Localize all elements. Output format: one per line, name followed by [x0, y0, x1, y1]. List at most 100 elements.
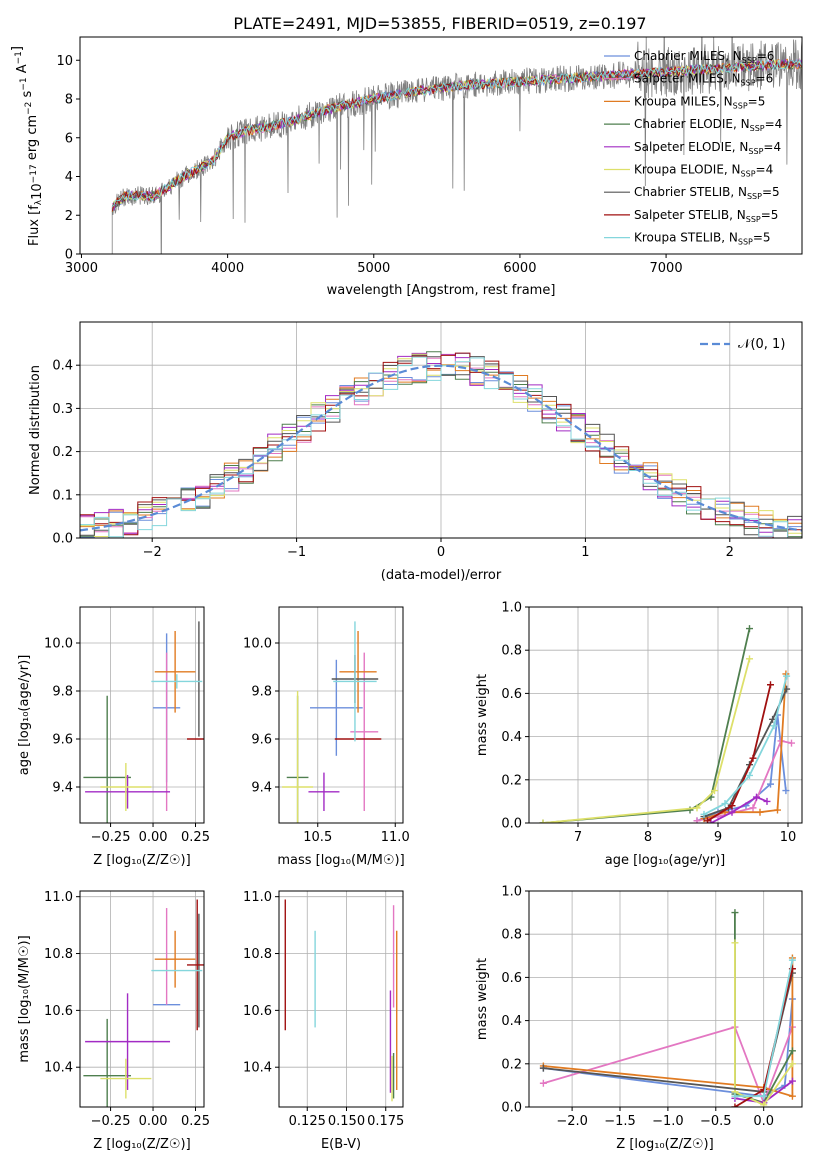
error-bar-point — [308, 772, 340, 811]
x-tick-label: −2 — [143, 545, 162, 560]
weight-marker — [788, 956, 796, 964]
y-tick-label: 9.6 — [251, 733, 272, 748]
y-tick-label: 2 — [65, 209, 73, 224]
plot-area — [111, 37, 802, 254]
legend-label-count: =6 — [757, 49, 775, 63]
y-axis-label-part: 10 — [30, 183, 45, 200]
legend-label: Chabrier STELIB, NSSP=5 — [634, 185, 780, 201]
weight-line — [707, 684, 772, 822]
error-bar-point — [151, 674, 203, 689]
weight-marker — [782, 787, 790, 795]
legend-label-count: =4 — [765, 117, 783, 131]
weight-marker — [711, 787, 718, 795]
weight-marker — [728, 808, 736, 816]
weight-series — [704, 681, 774, 823]
y-tick-label: 10.0 — [243, 637, 272, 652]
error-bar-point — [154, 930, 196, 988]
y-tick-label: 0 — [65, 248, 73, 263]
weight-marker — [693, 817, 701, 823]
x-tick-label: 11.0 — [381, 830, 410, 845]
weight-series — [539, 655, 753, 823]
x-axis-label: (data-model)/error — [381, 568, 502, 583]
error-bar-point — [339, 631, 377, 713]
weight-marker — [746, 771, 753, 779]
y-tick-label: 9.6 — [52, 733, 73, 748]
y-tick-label: 0.0 — [501, 1101, 522, 1116]
weight-marker — [731, 939, 739, 947]
legend-label: Salpeter MILES, NSSP=6 — [634, 72, 773, 88]
weight-marker — [746, 655, 753, 663]
error-bar-point — [100, 763, 152, 811]
axes-frame — [528, 606, 803, 824]
legend-label-text: Kroupa ELODIE, N — [634, 163, 741, 177]
y-tick-label: 0.8 — [501, 644, 522, 659]
weight-marker — [539, 1079, 547, 1087]
weight-marker — [767, 780, 774, 788]
y-tick-label: 9.4 — [52, 781, 73, 796]
legend-label: Kroupa ELODIE, NSSP=4 — [634, 163, 773, 179]
age-vs-metallicity-panel: −0.25 0.00 0.25 9.4 9.6 9.8 10.0 Z [log₁₀(Z/Z☉)… — [17, 606, 210, 868]
axes-frame — [79, 36, 803, 255]
axes-frame — [79, 606, 205, 824]
y-axis-label-part: ] — [10, 46, 25, 51]
y-tick-label: 0.3 — [52, 402, 73, 417]
legend-label-count: =4 — [763, 140, 781, 154]
weight-marker — [539, 1064, 547, 1072]
plot-area — [529, 607, 802, 823]
legend-label-count: =5 — [762, 185, 780, 199]
y-tick-label: 1.0 — [501, 601, 522, 616]
y-tick-label: 9.8 — [251, 685, 272, 700]
y-tick-label: 0.0 — [501, 817, 522, 832]
y-tick-label: 11.0 — [243, 890, 272, 905]
y-axis-label: Normed distribution — [28, 365, 43, 495]
y-tick-label: 11.0 — [44, 890, 73, 905]
normal-curve — [80, 364, 802, 532]
x-axis-label: E(B-V) — [321, 1137, 361, 1152]
legend-label-sub: SSP — [741, 170, 756, 179]
legend-label-text: Chabrier MILES, N — [634, 49, 742, 63]
error-bar-point — [83, 695, 131, 823]
legend-label-sub: SSP — [746, 215, 761, 224]
legend-label-sub: SSP — [750, 124, 765, 133]
weight-line — [710, 796, 768, 823]
mass-vs-metallicity-panel: −0.25 0.00 0.25 10.4 10.6 10.8 11.0 Z [log₁₀(Z/… — [17, 890, 210, 1152]
y-tick-label: 1.0 — [501, 885, 522, 900]
plot-area — [279, 891, 403, 1107]
legend-label: Salpeter STELIB, NSSP=5 — [634, 208, 778, 224]
y-axis-label: mass weight — [475, 674, 490, 756]
x-tick-label: 0.00 — [139, 830, 168, 845]
x-tick-label: 0.125 — [289, 1114, 326, 1129]
x-tick-label: −2.0 — [556, 1114, 588, 1129]
legend: Chabrier MILES, N SSP =6 Salpeter MILES, NS… — [604, 49, 782, 247]
y-axis-label-part: −2 — [24, 102, 34, 115]
error-bar-point — [85, 993, 171, 1090]
weight-marker — [788, 1047, 796, 1055]
y-axis-label-part: λ — [34, 199, 44, 205]
weight-marker — [704, 817, 711, 823]
spectrum-panel: 3000 4000 5000 6000 7000 0 2 4 6 8 10 wavelength [A… — [10, 36, 803, 298]
x-tick-label: 0.25 — [181, 830, 210, 845]
weight-marker — [770, 722, 778, 730]
y-axis-label: Flux [fλ10−17 erg cm−2 s−1 A−1] — [10, 46, 45, 246]
x-tick-label: 8 — [644, 830, 652, 845]
normal-curve-legend-label: 𝒩(0, 1) — [738, 337, 785, 352]
weight-marker — [783, 685, 791, 693]
weight-marker — [693, 804, 701, 812]
y-tick-label: 0.8 — [501, 928, 522, 943]
weight-marker — [756, 808, 764, 816]
x-tick-label: 0.25 — [181, 1114, 210, 1129]
x-tick-label: 3000 — [65, 261, 98, 276]
model-spectrum — [111, 59, 802, 207]
y-tick-label: 10.6 — [243, 1004, 272, 1019]
legend-label: Chabrier ELODIE, NSSP=4 — [634, 117, 782, 133]
y-tick-label: 9.4 — [251, 781, 272, 796]
y-tick-label: 10.8 — [243, 947, 272, 962]
legend-label-count: =5 — [753, 231, 771, 245]
weight-marker — [721, 800, 729, 808]
weight-marker — [788, 1077, 796, 1085]
x-tick-label: 0.150 — [328, 1114, 365, 1129]
error-bar-point — [100, 1058, 152, 1099]
legend-label-text: Salpeter STELIB, N — [634, 208, 746, 222]
x-tick-label: −1.5 — [604, 1114, 636, 1129]
legend-label-sub: SSP — [733, 101, 748, 110]
